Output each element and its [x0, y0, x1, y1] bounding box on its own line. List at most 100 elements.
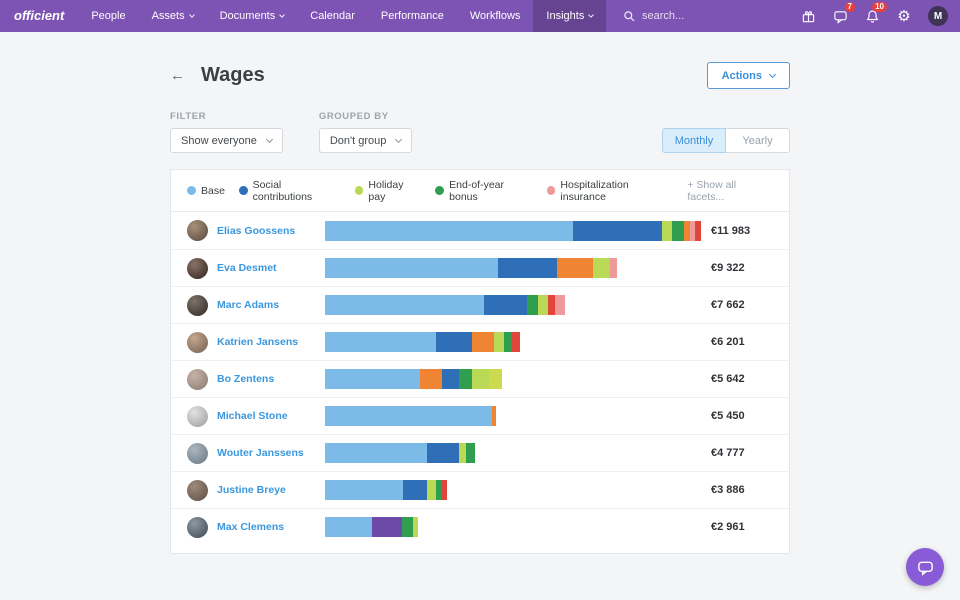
wage-bar-track — [325, 517, 701, 537]
bar-segment — [493, 332, 504, 352]
legend-item[interactable]: Base — [187, 185, 225, 197]
filter-dropdown-value: Show everyone — [181, 134, 257, 147]
legend-item[interactable]: Social contributions — [238, 178, 341, 203]
nav-item-insights[interactable]: Insights — [533, 0, 607, 32]
employee-avatar — [187, 220, 208, 241]
chevron-down-icon — [395, 135, 403, 144]
wage-bar[interactable] — [325, 406, 496, 426]
employee-name-link[interactable]: Michael Stone — [217, 410, 288, 422]
chat-fab-button[interactable] — [906, 548, 944, 586]
employee-row: Justine Breye €3 886 — [171, 471, 789, 508]
bar-segment — [548, 295, 556, 315]
wage-bar-track — [325, 443, 701, 463]
wage-amount: €5 450 — [711, 410, 745, 422]
groupby-group: GROUPED BY Don't group — [318, 111, 413, 153]
nav-item-performance[interactable]: Performance — [380, 10, 444, 22]
bar-segment — [484, 295, 528, 315]
employee-avatar — [187, 294, 208, 316]
wage-bar[interactable] — [325, 258, 618, 278]
wage-bar-track — [325, 480, 701, 500]
wage-bar[interactable] — [325, 480, 447, 500]
messages-badge: 7 — [844, 2, 855, 12]
bar-segment — [459, 443, 467, 463]
brand-logo[interactable]: officient — [14, 8, 65, 23]
chat-bubble-icon — [917, 561, 933, 576]
wage-bar[interactable] — [325, 517, 418, 537]
gift-icon — [802, 10, 814, 22]
employee-row: Marc Adams €7 662 — [171, 286, 789, 323]
tab-monthly[interactable]: Monthly — [662, 128, 726, 153]
nav-menu: People Assets Documents Calendar Perform… — [78, 0, 607, 32]
employee-avatar — [187, 442, 208, 464]
back-button[interactable]: ← — [170, 67, 185, 84]
chevron-down-icon — [188, 12, 195, 18]
employee-name-link[interactable]: Marc Adams — [217, 299, 280, 311]
bar-segment — [458, 369, 472, 389]
nav-item-calendar[interactable]: Calendar — [310, 10, 355, 22]
employee-name-link[interactable]: Wouter Janssens — [217, 447, 304, 459]
nav-item-workflows[interactable]: Workflows — [469, 10, 521, 22]
wage-bar-track — [325, 406, 701, 426]
filter-dropdown[interactable]: Show everyone — [170, 128, 283, 153]
title-row: ← Wages Actions — [170, 62, 790, 89]
employee-avatar — [187, 257, 208, 279]
wage-amount: €7 662 — [711, 299, 745, 311]
user-avatar[interactable]: M — [928, 6, 948, 26]
groupby-dropdown-value: Don't group — [329, 134, 387, 147]
legend-label: End-of-year bonus — [449, 178, 504, 203]
nav-icon-group: 7 10 ⚙ M — [792, 0, 960, 32]
nav-item-people[interactable]: People — [91, 10, 126, 22]
employee-name-link[interactable]: Justine Breye — [217, 484, 286, 496]
wage-bar[interactable] — [325, 295, 566, 315]
show-all-facets-link[interactable]: + Show all facets... — [687, 178, 737, 203]
bar-segment — [592, 258, 611, 278]
legend-label: Social contributions — [252, 178, 313, 203]
wage-bar[interactable] — [325, 369, 503, 389]
wages-chart: Elias Goossens €11 983 Eva Desmet €9 322… — [171, 212, 789, 545]
employee-name-link[interactable]: Eva Desmet — [217, 262, 277, 274]
employee-name-link[interactable]: Katrien Jansens — [217, 336, 299, 348]
bar-segment — [556, 258, 593, 278]
bar-segment — [497, 258, 557, 278]
wage-bar[interactable] — [325, 332, 520, 352]
wage-bar[interactable] — [325, 443, 475, 463]
bar-segment — [435, 480, 441, 500]
page-title: Wages — [201, 64, 265, 86]
bar-segment — [466, 443, 475, 463]
employee-avatar — [187, 516, 208, 538]
employee-name-link[interactable]: Elias Goossens — [217, 224, 296, 237]
groupby-dropdown[interactable]: Don't group — [318, 128, 413, 153]
employee-name-link[interactable]: Bo Zentens — [217, 373, 275, 385]
wage-bar[interactable] — [325, 220, 701, 241]
legend-item[interactable]: Hospitalization insurance — [546, 179, 674, 203]
bar-segment — [402, 480, 428, 500]
employee-row: Max Clemens €2 961 — [171, 508, 789, 545]
chart-legend: Base Social contributions Holiday pay En… — [171, 170, 789, 212]
messages-button[interactable]: 7 — [824, 0, 856, 32]
notifications-badge: 10 — [872, 2, 887, 12]
settings-icon: ⚙ — [897, 7, 911, 25]
wage-amount: €9 322 — [711, 262, 745, 274]
chevron-down-icon — [279, 12, 286, 18]
legend-item[interactable]: Holiday pay — [354, 179, 422, 203]
search-box[interactable] — [617, 0, 792, 32]
employee-name-link[interactable]: Max Clemens — [217, 521, 285, 533]
bar-segment — [325, 220, 573, 241]
filter-row: FILTER Show everyone GROUPED BY Don't gr… — [170, 111, 790, 153]
legend-item[interactable]: End-of-year bonus — [435, 179, 532, 203]
settings-button[interactable]: ⚙ — [888, 0, 920, 32]
search-input[interactable] — [642, 10, 772, 22]
actions-button-label: Actions — [721, 69, 762, 82]
bar-segment — [412, 517, 418, 537]
actions-button[interactable]: Actions — [706, 62, 790, 89]
wage-amount: €11 983 — [711, 224, 751, 237]
bar-segment — [419, 369, 442, 389]
chat-icon — [833, 10, 847, 24]
nav-item-documents[interactable]: Documents — [207, 0, 298, 32]
bar-segment — [325, 480, 403, 500]
nav-item-assets[interactable]: Assets — [139, 0, 207, 32]
gift-button[interactable] — [792, 0, 824, 32]
tab-yearly[interactable]: Yearly — [726, 128, 790, 153]
notifications-button[interactable]: 10 — [856, 0, 888, 32]
employee-row: Michael Stone €5 450 — [171, 397, 789, 434]
